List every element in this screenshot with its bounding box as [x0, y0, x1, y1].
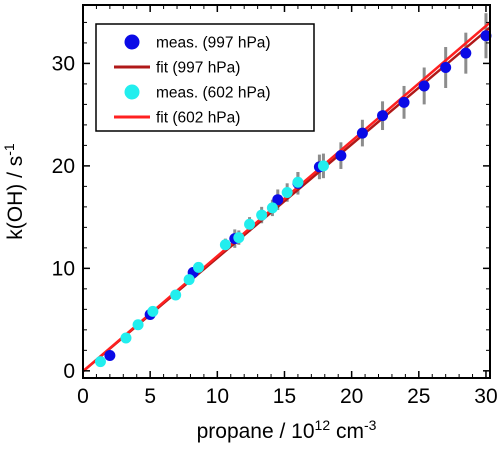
data-point — [233, 232, 245, 244]
data-point — [281, 187, 293, 199]
y-tick-label: 10 — [52, 257, 75, 280]
tick-labels: 0 5 10 15 20 25 30 0 10 20 30 — [52, 52, 498, 408]
legend-marker — [124, 34, 140, 50]
plot-frame — [82, 4, 491, 379]
data-point — [440, 62, 452, 74]
data-point — [418, 80, 430, 92]
legend-label: fit (602 hPa) — [156, 110, 240, 127]
data-point — [193, 261, 205, 273]
data-point — [398, 96, 410, 108]
data-point — [335, 150, 347, 162]
x-tick-label: 5 — [144, 385, 156, 408]
x-tick-label: 10 — [206, 385, 229, 408]
y-tick-label: 30 — [52, 52, 75, 75]
y-tick-label: 0 — [63, 360, 75, 383]
data-point — [272, 194, 284, 206]
data-point — [120, 332, 132, 344]
data-point — [170, 289, 182, 301]
data-point — [147, 305, 159, 317]
legend-label: fit (997 hPa) — [156, 60, 240, 77]
data-point — [480, 30, 492, 42]
data-point — [356, 127, 368, 139]
data-point — [317, 160, 329, 172]
x-tick-label: 30 — [474, 385, 497, 408]
x-tick-label: 15 — [273, 385, 296, 408]
data-point — [104, 349, 116, 361]
data-point — [94, 356, 106, 368]
data-point — [219, 239, 231, 251]
data-point — [377, 110, 389, 122]
y-tick-label: 20 — [52, 155, 75, 178]
data-point — [183, 274, 195, 286]
data-point — [266, 202, 278, 214]
legend-label: meas. (997 hPa) — [156, 35, 271, 52]
x-tick-label: 20 — [340, 385, 363, 408]
data-points — [94, 30, 492, 368]
data-point — [292, 176, 304, 188]
legend: meas. (997 hPa) fit (997 hPa) meas. (602 h… — [95, 23, 315, 132]
data-point — [132, 319, 144, 331]
x-axis-label: propane / 1012 cm-3 — [197, 417, 377, 443]
data-point — [244, 218, 256, 230]
data-point — [256, 209, 268, 221]
legend-label: meas. (602 hPa) — [156, 85, 271, 102]
data-point — [460, 47, 472, 59]
legend-marker — [124, 84, 140, 100]
x-tick-label: 0 — [77, 385, 89, 408]
y-axis-label: k(OH) / s-1 — [1, 143, 27, 240]
x-tick-label: 25 — [407, 385, 430, 408]
